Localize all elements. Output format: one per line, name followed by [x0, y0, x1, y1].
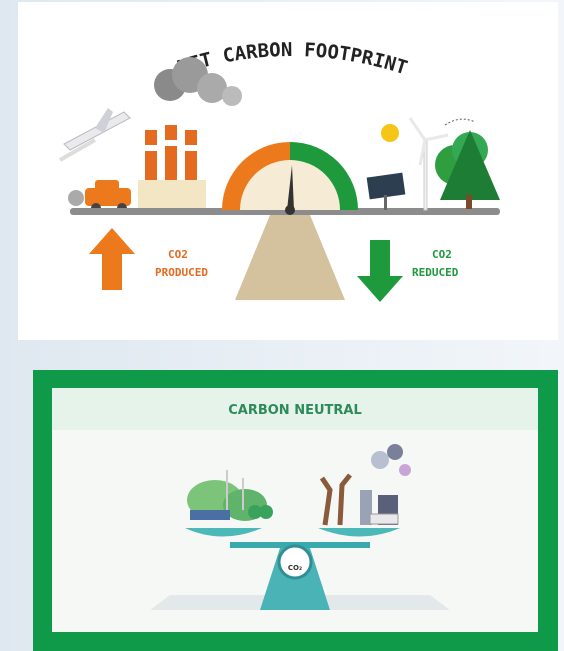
- net-footprint-panel: NET CARBON FOOTPRINT: [18, 2, 558, 340]
- panel-title: CARBON NEUTRAL: [228, 403, 362, 418]
- scale-label: CO₂: [288, 564, 302, 572]
- reduced-line: CO2: [432, 248, 452, 261]
- produced-line: CO2: [168, 248, 188, 261]
- page: NET CARBON FOOTPRINT: [0, 0, 564, 651]
- carbon-neutral-panel: CARBON NEUTRAL CO₂: [33, 370, 558, 651]
- reduced-line: REDUCED: [412, 266, 459, 279]
- produced-line: PRODUCED: [155, 266, 208, 279]
- screenshot: NET CARBON FOOTPRINT: [0, 0, 564, 651]
